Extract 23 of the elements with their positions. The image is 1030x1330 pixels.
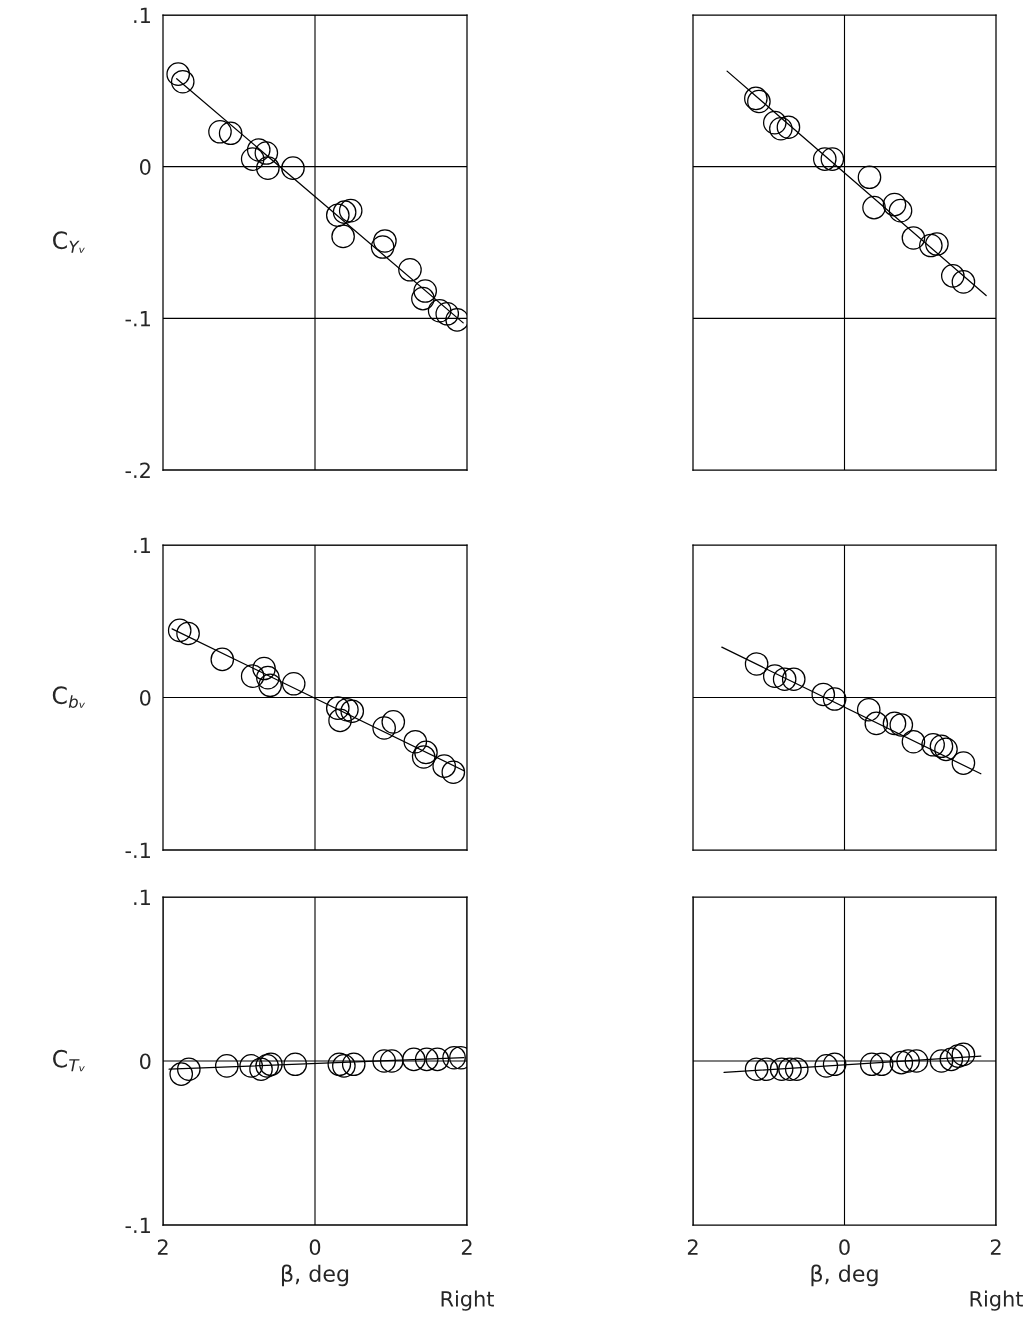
x-tick-label: 2: [990, 1239, 1001, 1255]
x-tick-label: 2: [461, 1239, 472, 1255]
y-tick-label: -.1: [125, 311, 150, 327]
x-axis-title: β, deg: [811, 1264, 878, 1287]
y-tick-label: -.2: [125, 462, 150, 478]
y-tick-label: 0: [140, 159, 151, 175]
x-axis-title: β, deg: [281, 1264, 349, 1287]
x-tick-label: 2: [687, 1239, 698, 1255]
text: Right: [441, 1290, 494, 1311]
y-tick-label: -.1: [125, 842, 150, 858]
y-tick-label: 0: [140, 1053, 151, 1070]
y-axis-title: C$_{Yᵥ}$: [53, 231, 85, 253]
x-tick-label: 2: [157, 1239, 168, 1255]
x-tick-label: 0: [309, 1239, 321, 1256]
y-axis-title: C$_{Tᵥ}$: [53, 1049, 85, 1072]
y-tick-label: .1: [134, 537, 150, 553]
y-tick-label: -.1: [125, 1217, 150, 1233]
y-axis-title: C$_{bᵥ}$: [52, 686, 86, 708]
y-tick-label: .1: [134, 889, 150, 905]
text: Right: [970, 1290, 1023, 1311]
x-tick-label: 0: [839, 1239, 850, 1256]
y-tick-label: 0: [140, 689, 151, 706]
y-tick-label: .1: [134, 7, 150, 23]
